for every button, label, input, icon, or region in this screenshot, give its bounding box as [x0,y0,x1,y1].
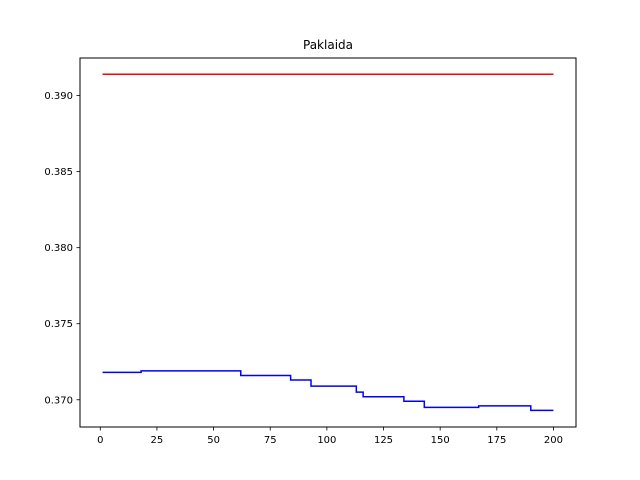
chart-title: Paklaida [303,38,353,52]
y-tick-label: 0.380 [44,243,73,254]
x-tick-label: 75 [264,435,277,446]
x-axis: 0 25 50 75 100 125 150 175 200 [97,427,563,446]
plot-frame [79,57,577,428]
x-tick-label: 125 [374,435,393,446]
x-tick-label: 175 [487,435,506,446]
x-tick-label: 150 [431,435,450,446]
x-tick-label: 0 [97,435,103,446]
x-tick-label: 25 [151,435,164,446]
x-tick-label: 50 [207,435,220,446]
y-tick-label: 0.385 [44,167,73,178]
series-layer [102,73,554,412]
x-tick-label: 100 [317,435,336,446]
y-tick-label: 0.375 [44,319,73,330]
y-axis: 0.370 0.375 0.380 0.385 0.390 [44,91,80,406]
series-line-2 [102,370,554,412]
y-tick-label: 0.390 [44,91,73,102]
y-tick-label: 0.370 [44,395,73,406]
x-tick-label: 200 [544,435,563,446]
